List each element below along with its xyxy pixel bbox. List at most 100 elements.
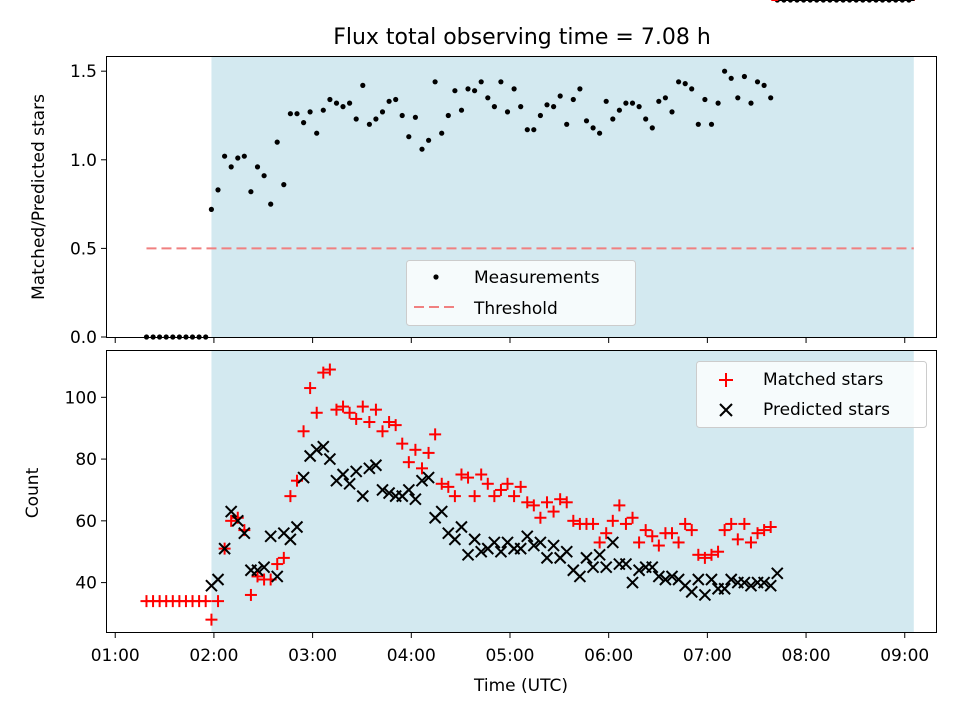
predicted-stars-point xyxy=(494,545,508,558)
cross-stroke xyxy=(567,564,580,577)
measurement-point xyxy=(235,155,241,161)
matched-stars-point xyxy=(455,468,468,481)
measurement-point xyxy=(472,88,478,94)
measurement-point xyxy=(340,104,346,110)
predicted-stars-point xyxy=(698,588,712,602)
predicted-stars-point xyxy=(238,526,251,540)
legend-matched-marker xyxy=(719,373,733,387)
predicted-stars-point xyxy=(632,564,646,577)
matched-stars-point xyxy=(606,514,619,527)
cross-stroke xyxy=(698,588,712,602)
matched-stars-point xyxy=(666,527,679,540)
x-tick-label: 04:00 xyxy=(387,646,436,666)
predicted-stars-point xyxy=(540,551,554,565)
matched-stars-point xyxy=(613,499,626,512)
measurement-point xyxy=(254,164,261,170)
matched-stars-point xyxy=(679,517,692,530)
matched-stars-point xyxy=(330,403,343,416)
measurement-point xyxy=(465,86,471,92)
matched-stars-point xyxy=(442,480,455,493)
measurement-point xyxy=(768,95,774,101)
cross-stroke xyxy=(593,548,606,562)
measurement-point xyxy=(524,127,530,133)
predicted-stars-point xyxy=(218,542,231,555)
matched-stars-point xyxy=(323,363,336,376)
predicted-stars-point xyxy=(692,573,705,586)
predicted-stars-point xyxy=(659,573,672,586)
cross-stroke xyxy=(540,551,554,565)
matched-stars-point xyxy=(225,514,238,527)
cross-stroke xyxy=(494,545,508,558)
measurement-point xyxy=(557,93,563,99)
predicted-stars-point xyxy=(757,576,771,589)
y-tick-label: 60 xyxy=(75,512,97,532)
matched-stars-point xyxy=(540,496,553,509)
predicted-stars-points xyxy=(205,0,915,602)
predicted-stars-point xyxy=(310,443,323,457)
predicted-stars-point xyxy=(665,570,679,583)
measurement-point xyxy=(676,79,682,85)
matched-stars-point xyxy=(527,499,540,512)
predicted-stars-point xyxy=(211,573,225,586)
cross-stroke xyxy=(514,542,527,555)
measurement-point xyxy=(215,187,221,193)
measurement-point xyxy=(301,120,307,126)
predicted-stars-point xyxy=(593,548,606,562)
matched-stars-point xyxy=(731,533,744,546)
measurement-point xyxy=(715,100,721,106)
cross-stroke xyxy=(277,526,291,540)
cross-stroke xyxy=(461,548,475,562)
measurement-point xyxy=(393,96,399,103)
x-tick-label: 03:00 xyxy=(288,646,337,666)
measurement-point xyxy=(274,139,280,145)
predicted-stars-point xyxy=(382,486,396,500)
cross-stroke xyxy=(376,483,389,497)
matched-stars-point xyxy=(389,419,402,432)
matched-stars-point xyxy=(481,477,494,490)
x-tick-label: 01:00 xyxy=(91,646,140,666)
cross-stroke xyxy=(382,486,396,500)
cross-stroke xyxy=(646,560,659,574)
x-tick-label: 07:00 xyxy=(683,646,732,666)
measurement-point xyxy=(551,104,557,110)
measurement-point xyxy=(643,116,649,122)
measurement-point xyxy=(241,153,247,159)
measurement-point xyxy=(741,73,748,80)
matched-stars-point xyxy=(488,490,501,503)
predicted-stars-point xyxy=(435,505,448,518)
cross-stroke xyxy=(224,505,238,518)
measurement-point xyxy=(439,130,445,136)
matched-stars-point xyxy=(534,511,547,524)
cross-stroke xyxy=(442,526,455,540)
measurement-point xyxy=(662,95,669,101)
matched-stars-point xyxy=(475,468,488,481)
predicted-stars-point xyxy=(718,582,731,595)
y-tick-label: 1.5 xyxy=(70,62,97,82)
cross-stroke xyxy=(415,474,429,487)
y-tick-label: 0.5 xyxy=(70,239,97,259)
cross-stroke xyxy=(422,471,435,484)
matched-stars-point xyxy=(626,511,639,524)
ratio-panel-y-ticks: 0.0 0.5 1.0 1.5 xyxy=(70,62,107,348)
cross-stroke xyxy=(665,570,679,583)
measurement-point xyxy=(748,100,754,106)
measurement-point xyxy=(616,107,623,113)
predicted-stars-point xyxy=(271,570,284,583)
predicted-stars-point xyxy=(626,576,639,589)
predicted-stars-point xyxy=(619,557,633,571)
cross-stroke xyxy=(468,533,481,546)
measurement-point xyxy=(754,79,761,85)
measurement-point xyxy=(360,82,366,88)
cross-stroke xyxy=(521,530,534,543)
measurement-point xyxy=(682,81,688,87)
cross-stroke xyxy=(718,582,731,595)
predicted-stars-point xyxy=(573,570,587,583)
x-tick-label: 05:00 xyxy=(485,646,534,666)
matched-stars-point xyxy=(567,514,580,527)
measurement-point xyxy=(353,116,359,122)
measurement-point xyxy=(314,130,320,136)
cross-stroke xyxy=(659,573,672,586)
predicted-stars-point xyxy=(474,545,488,558)
matched-stars-point xyxy=(600,527,613,540)
y-tick-label: 0.0 xyxy=(70,328,97,348)
